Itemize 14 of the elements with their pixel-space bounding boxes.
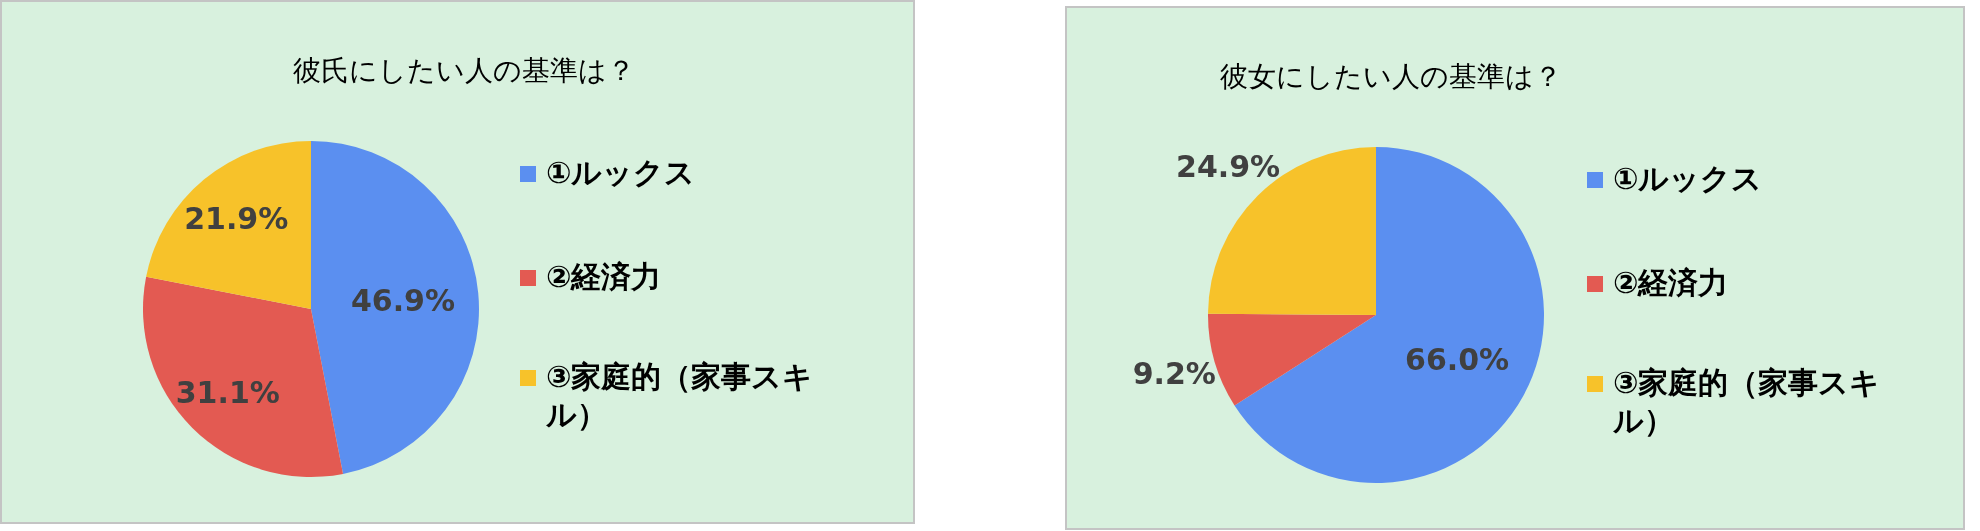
data-label: 24.9% xyxy=(1176,148,1281,184)
data-label: 46.9% xyxy=(350,283,456,319)
legend-label: ③家庭的（家事スキル） xyxy=(546,358,815,434)
legend-label: ②経済力 xyxy=(546,258,663,296)
chart-title: 彼女にしたい人の基準は？ xyxy=(1220,60,1562,93)
chart-title: 彼氏にしたい人の基準は？ xyxy=(293,54,635,87)
data-label: 66.0% xyxy=(1405,342,1510,378)
legend-label: ②経済力 xyxy=(1613,264,1730,302)
data-label: 9.2% xyxy=(1132,356,1216,392)
data-label: 31.1% xyxy=(175,375,280,411)
legend-label: ③家庭的（家事スキル） xyxy=(1613,364,1882,440)
legend-label: ①ルックス xyxy=(546,154,697,192)
legend-label: ①ルックス xyxy=(1613,160,1764,198)
data-label: 21.9% xyxy=(184,201,289,237)
